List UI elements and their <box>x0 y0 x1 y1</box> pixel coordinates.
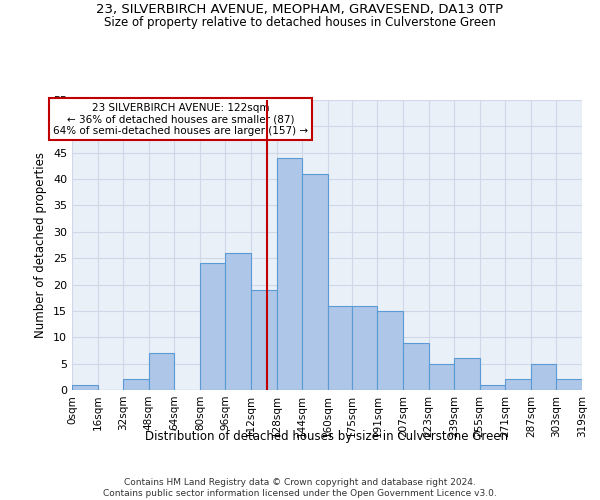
Bar <box>454 358 479 390</box>
Bar <box>226 253 251 390</box>
Bar <box>505 380 531 390</box>
Bar <box>377 311 403 390</box>
Bar <box>72 384 98 390</box>
Bar <box>328 306 352 390</box>
Text: Distribution of detached houses by size in Culverstone Green: Distribution of detached houses by size … <box>145 430 509 443</box>
Bar <box>479 384 505 390</box>
Bar <box>403 342 428 390</box>
Bar <box>352 306 377 390</box>
Bar <box>149 353 175 390</box>
Bar <box>531 364 556 390</box>
Text: 23 SILVERBIRCH AVENUE: 122sqm
← 36% of detached houses are smaller (87)
64% of s: 23 SILVERBIRCH AVENUE: 122sqm ← 36% of d… <box>53 102 308 136</box>
Bar <box>302 174 328 390</box>
Bar <box>556 380 582 390</box>
Y-axis label: Number of detached properties: Number of detached properties <box>34 152 47 338</box>
Bar <box>200 264 226 390</box>
Text: Size of property relative to detached houses in Culverstone Green: Size of property relative to detached ho… <box>104 16 496 29</box>
Bar <box>428 364 454 390</box>
Bar <box>123 380 149 390</box>
Bar <box>251 290 277 390</box>
Bar <box>277 158 302 390</box>
Text: 23, SILVERBIRCH AVENUE, MEOPHAM, GRAVESEND, DA13 0TP: 23, SILVERBIRCH AVENUE, MEOPHAM, GRAVESE… <box>97 2 503 16</box>
Text: Contains HM Land Registry data © Crown copyright and database right 2024.
Contai: Contains HM Land Registry data © Crown c… <box>103 478 497 498</box>
